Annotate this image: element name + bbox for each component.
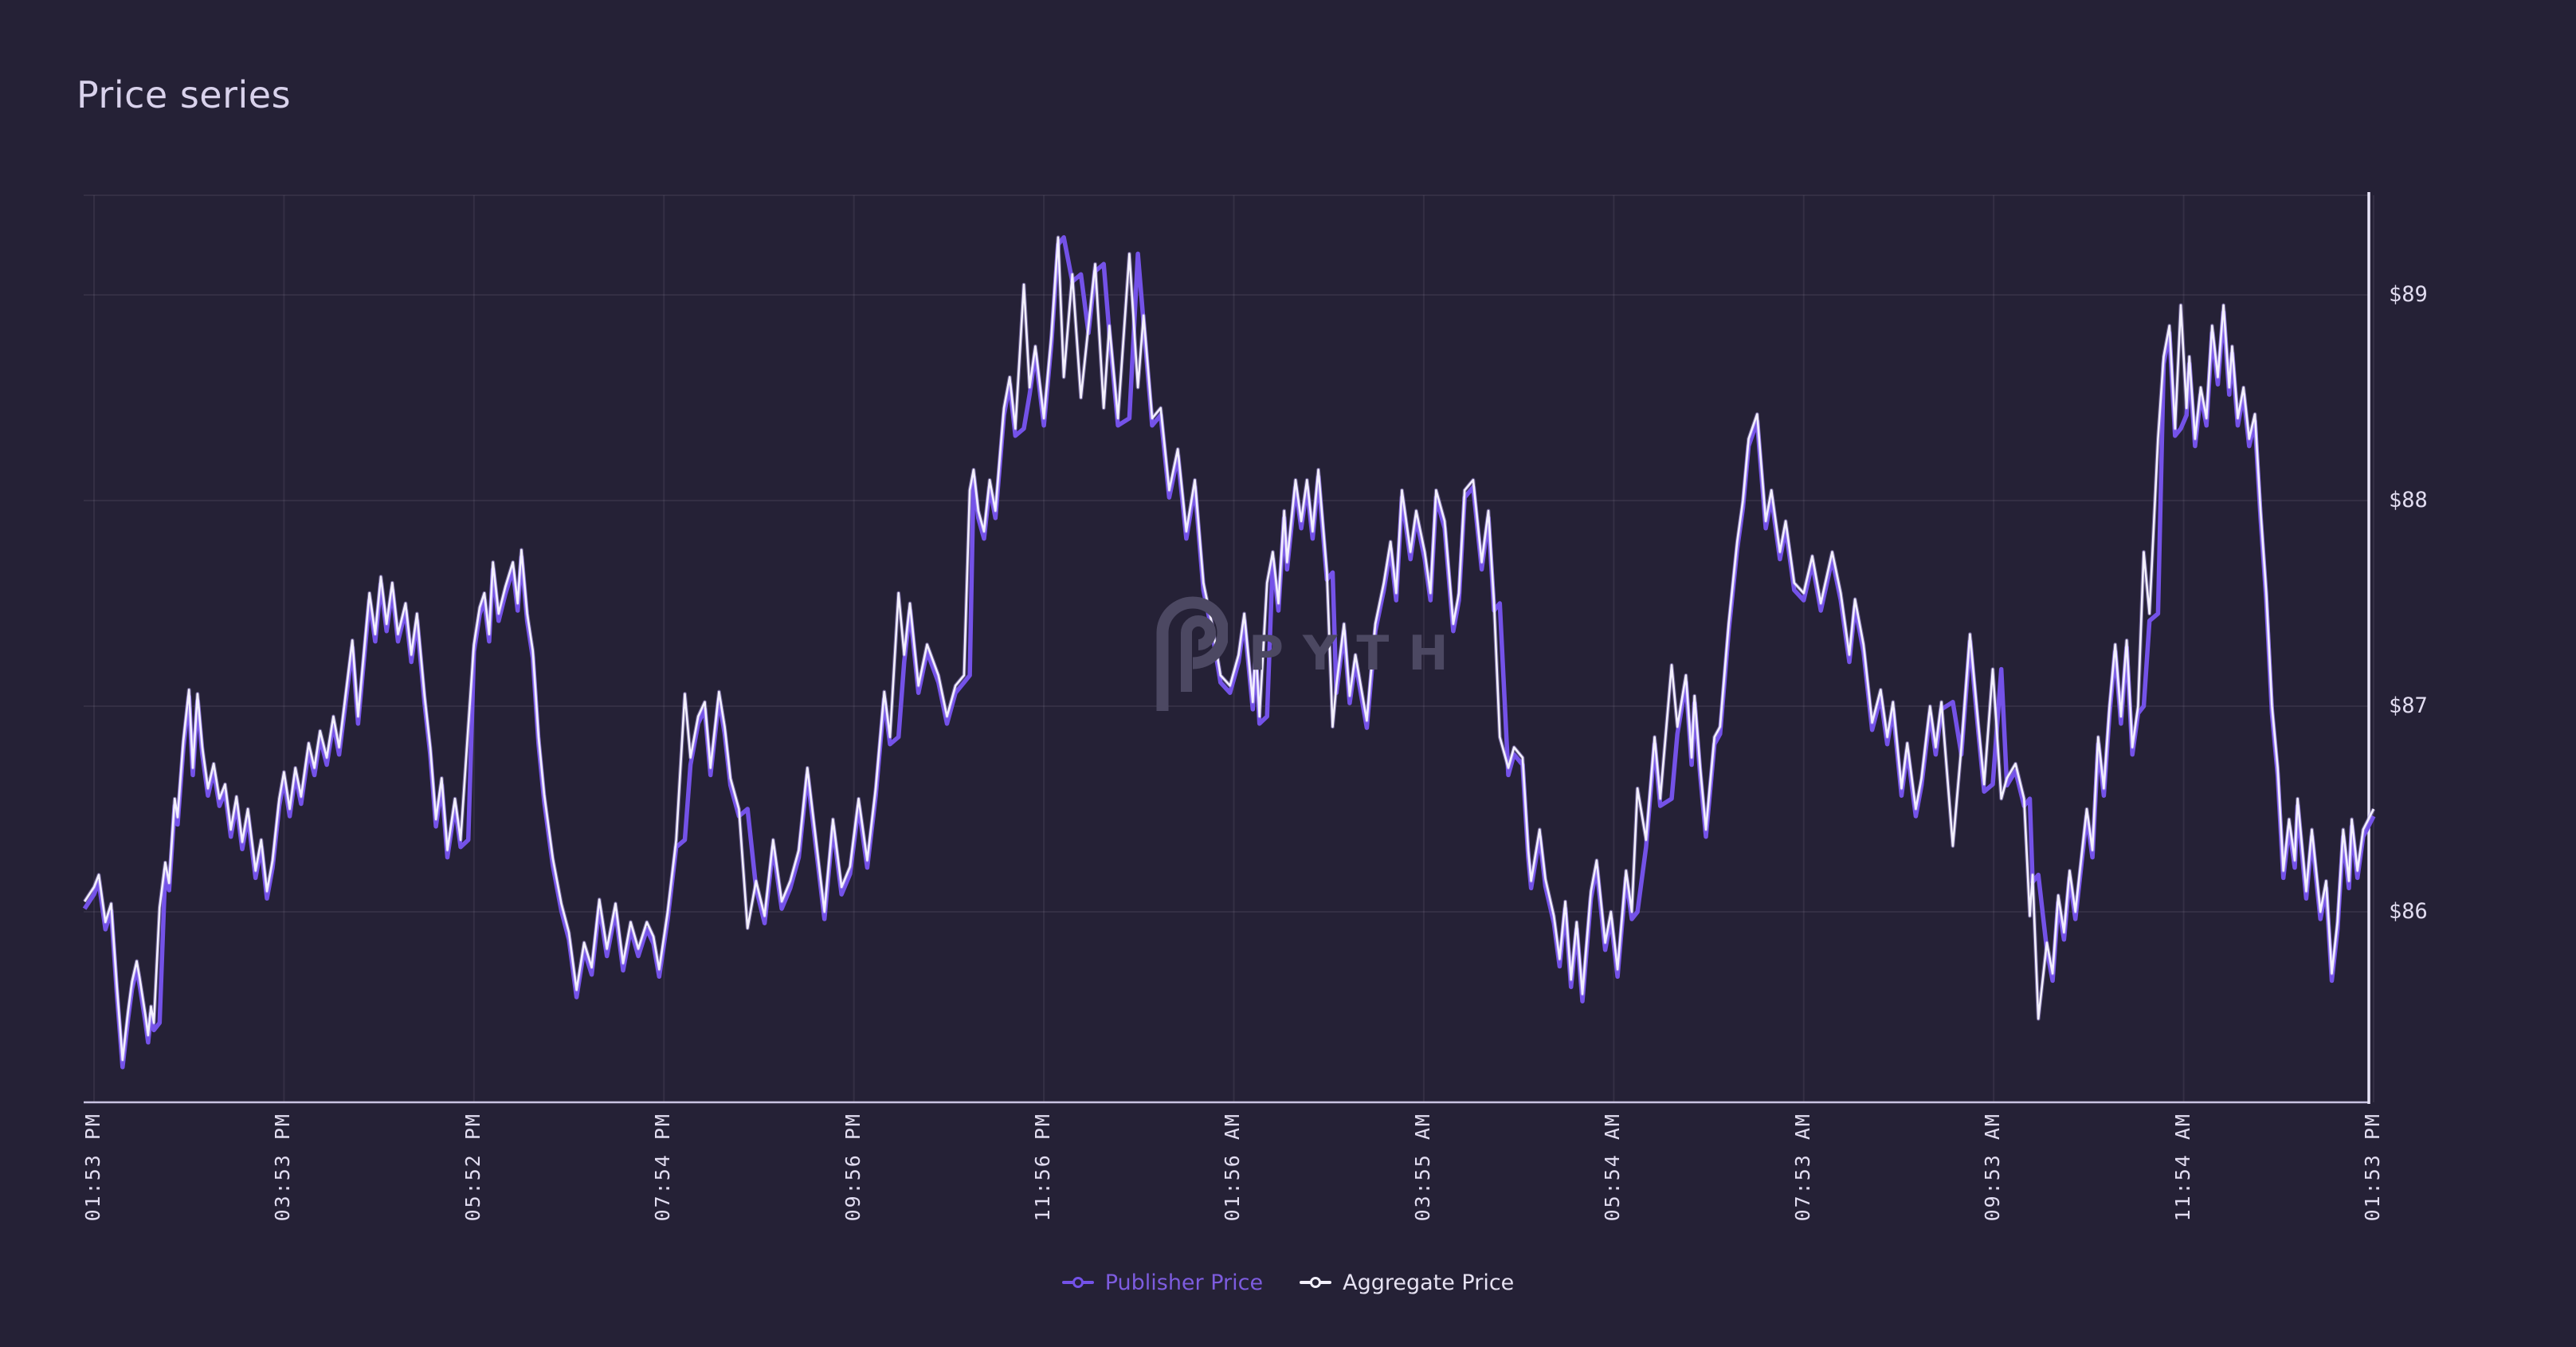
x-axis-tick-label: 01:53 PM xyxy=(2360,1113,2384,1222)
x-axis-tick-label: 03:53 PM xyxy=(271,1113,295,1222)
x-axis-tick-label: 01:53 PM xyxy=(81,1113,104,1222)
aggregate-series-marker-icon xyxy=(1300,1274,1332,1290)
aggregate-price-halo xyxy=(83,235,2376,1062)
x-axis-tick-label: 03:55 AM xyxy=(1410,1113,1434,1222)
x-axis-tick-label: 09:56 PM xyxy=(841,1113,865,1222)
x-axis-tick-label: 01:56 AM xyxy=(1221,1113,1245,1222)
y-axis-tick-label: $89 xyxy=(2389,282,2428,307)
publisher-series-marker-icon xyxy=(1061,1274,1094,1290)
publisher-price-line[interactable] xyxy=(82,235,2376,1070)
y-axis-tick-label: $88 xyxy=(2389,488,2428,512)
x-axis-tick-label: 07:53 AM xyxy=(1790,1113,1814,1222)
chart-legend: Publisher Price Aggregate Price xyxy=(0,1263,2576,1302)
legend-item-publisher[interactable]: Publisher Price xyxy=(1061,1270,1264,1295)
x-axis-tick-label: 11:54 AM xyxy=(2170,1113,2194,1222)
legend-item-aggregate[interactable]: Aggregate Price xyxy=(1300,1270,1514,1295)
y-axis-tick-label: $87 xyxy=(2389,693,2428,718)
y-axis-tick-label: $86 xyxy=(2389,899,2428,924)
aggregate-price-line[interactable] xyxy=(84,236,2375,1062)
x-axis-tick-label: 09:53 AM xyxy=(1981,1113,2005,1222)
legend-label-aggregate: Aggregate Price xyxy=(1343,1270,1515,1295)
x-axis-tick-label: 07:54 PM xyxy=(651,1113,675,1222)
x-axis-tick-label: 11:56 PM xyxy=(1031,1113,1055,1222)
page-title: Price series xyxy=(76,73,292,116)
legend-label-publisher: Publisher Price xyxy=(1104,1270,1264,1295)
x-axis-tick-label: 05:52 PM xyxy=(461,1113,484,1222)
x-axis-tick-label: 05:54 AM xyxy=(1601,1113,1625,1222)
